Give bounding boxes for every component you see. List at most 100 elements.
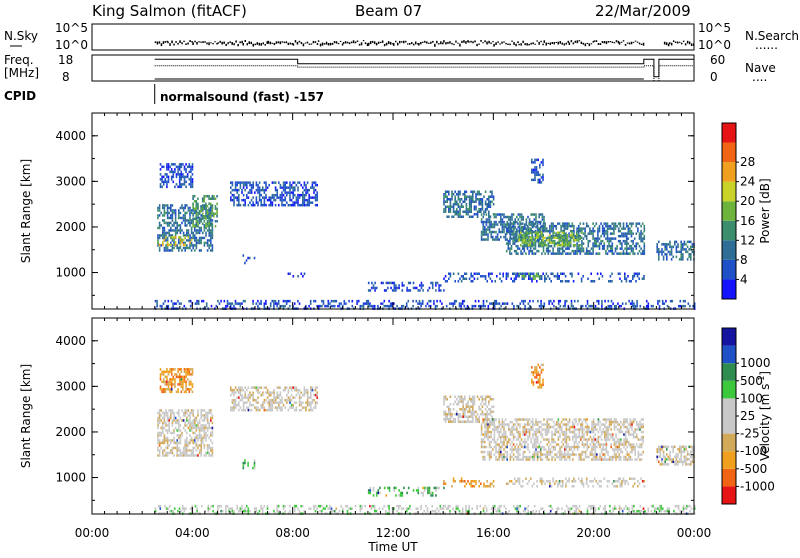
scatter-cell	[387, 282, 389, 285]
scatter-cell	[526, 431, 528, 434]
scatter-cell	[248, 191, 250, 194]
scatter-cell	[596, 242, 598, 245]
scatter-cell	[184, 214, 186, 217]
sky-noise-point	[247, 43, 249, 45]
scatter-cell	[526, 441, 528, 444]
scatter-cell	[163, 391, 165, 394]
scatter-cell	[205, 417, 207, 420]
scatter-cell	[469, 208, 471, 211]
scatter-cell	[573, 225, 575, 228]
scatter-cell	[446, 216, 448, 219]
scatter-cell	[474, 201, 476, 204]
scatter-cell	[505, 302, 507, 305]
scatter-cell	[254, 257, 256, 260]
scatter-cell	[281, 194, 283, 197]
scatter-cell	[167, 417, 169, 420]
scatter-cell	[556, 225, 558, 228]
scatter-cell	[192, 166, 194, 169]
scatter-cell	[199, 229, 201, 232]
scatter-cell	[536, 225, 538, 228]
scatter-cell	[283, 300, 285, 303]
scatter-cell	[540, 302, 542, 305]
sky-noise-point	[528, 44, 530, 46]
scatter-cell	[489, 446, 491, 449]
scatter-cell	[589, 240, 591, 243]
scatter-cell	[534, 278, 536, 281]
scatter-cell	[546, 433, 548, 436]
scatter-cell	[236, 396, 238, 399]
scatter-cell	[482, 406, 484, 409]
scatter-cell	[481, 233, 483, 236]
scatter-cell	[548, 446, 550, 449]
scatter-cell	[539, 174, 541, 177]
scatter-cell	[394, 287, 396, 290]
scatter-cell	[192, 223, 194, 226]
scatter-cell	[184, 371, 186, 374]
scatter-cell	[189, 183, 191, 186]
scatter-cell	[164, 204, 166, 207]
scatter-cell	[477, 273, 479, 276]
scatter-cell	[390, 305, 392, 308]
scatter-cell	[572, 305, 574, 308]
scatter-cell	[500, 223, 502, 226]
freq-nave-panel: Freq. [MHz] 18 8 60 0 Nave ....	[4, 53, 776, 84]
scatter-cell	[663, 256, 665, 259]
y-tick-label: 4000	[55, 129, 86, 143]
scatter-cell	[547, 237, 549, 240]
scatter-cell	[494, 300, 496, 303]
scatter-cell	[204, 454, 206, 457]
scatter-cell	[254, 386, 256, 389]
scatter-cell	[445, 193, 447, 196]
scatter-cell	[172, 224, 174, 227]
scatter-cell	[464, 408, 466, 411]
scatter-cell	[265, 196, 267, 199]
scatter-cell	[482, 433, 484, 436]
scatter-cell	[307, 181, 309, 184]
scatter-cell	[498, 228, 500, 231]
scatter-cell	[499, 302, 501, 305]
sky-noise-point	[328, 43, 330, 46]
scatter-cell	[445, 416, 447, 419]
scatter-cell	[189, 427, 191, 430]
scatter-cell	[170, 236, 172, 239]
scatter-cell	[566, 433, 568, 436]
scatter-cell	[251, 204, 253, 207]
scatter-cell	[594, 242, 596, 245]
scatter-cell	[192, 247, 194, 250]
scatter-cell	[273, 181, 275, 184]
scatter-cell	[181, 163, 183, 166]
scatter-cell	[526, 221, 528, 224]
scatter-cell	[509, 232, 511, 235]
scatter-cell	[173, 437, 175, 440]
scatter-cell	[288, 391, 290, 394]
scatter-cell	[629, 247, 631, 250]
scatter-cell	[435, 489, 437, 492]
scatter-cell	[518, 275, 520, 278]
scatter-cell	[480, 403, 482, 406]
scatter-cell	[523, 237, 525, 240]
scatter-cell	[459, 413, 461, 416]
scatter-cell	[176, 373, 178, 376]
scatter-cell	[212, 195, 214, 198]
scatter-cell	[194, 218, 196, 221]
scatter-cell	[252, 399, 254, 402]
scatter-cell	[180, 417, 182, 420]
scatter-cell	[178, 414, 180, 417]
scatter-cell	[181, 222, 183, 225]
scatter-cell	[467, 421, 469, 424]
scatter-cell	[535, 213, 537, 216]
scatter-cell	[205, 242, 207, 245]
scatter-cell	[666, 253, 668, 256]
scatter-cell	[509, 242, 511, 245]
scatter-cell	[210, 229, 212, 232]
scatter-cell	[270, 196, 272, 199]
sky-noise-point	[167, 42, 169, 44]
scatter-cell	[485, 403, 487, 406]
scatter-cell	[238, 386, 240, 389]
scatter-cell	[618, 227, 620, 230]
scatter-cell	[272, 399, 274, 402]
scatter-cell	[660, 251, 662, 254]
scatter-cell	[179, 381, 181, 384]
scatter-cell	[620, 305, 622, 308]
scatter-cell	[262, 196, 264, 199]
